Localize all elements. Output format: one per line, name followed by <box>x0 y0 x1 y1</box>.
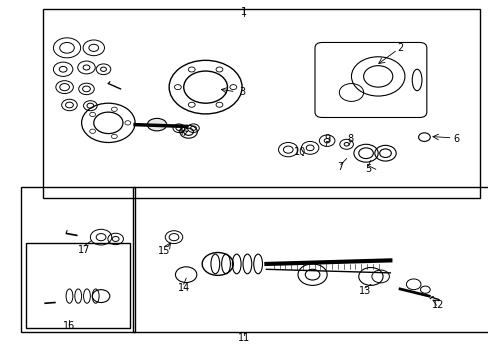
Text: 10: 10 <box>294 147 306 157</box>
Text: 3: 3 <box>239 87 245 98</box>
Bar <box>42 9 479 198</box>
Text: 9: 9 <box>324 134 329 144</box>
Text: 14: 14 <box>177 283 189 293</box>
Ellipse shape <box>147 118 166 131</box>
Bar <box>26 243 130 328</box>
Text: 5: 5 <box>365 164 371 174</box>
Text: 17: 17 <box>78 245 90 255</box>
Text: 12: 12 <box>431 300 443 310</box>
Text: 4: 4 <box>177 127 183 137</box>
Text: 13: 13 <box>358 286 370 296</box>
Text: 6: 6 <box>452 134 458 144</box>
Text: 7: 7 <box>337 162 343 172</box>
Text: 2: 2 <box>396 43 403 53</box>
Text: 8: 8 <box>346 134 353 144</box>
Text: 15: 15 <box>158 247 170 256</box>
Bar <box>21 187 135 332</box>
Text: 11: 11 <box>238 333 250 343</box>
Text: 16: 16 <box>63 321 76 332</box>
Text: 1: 1 <box>241 7 247 17</box>
Bar <box>132 187 488 332</box>
